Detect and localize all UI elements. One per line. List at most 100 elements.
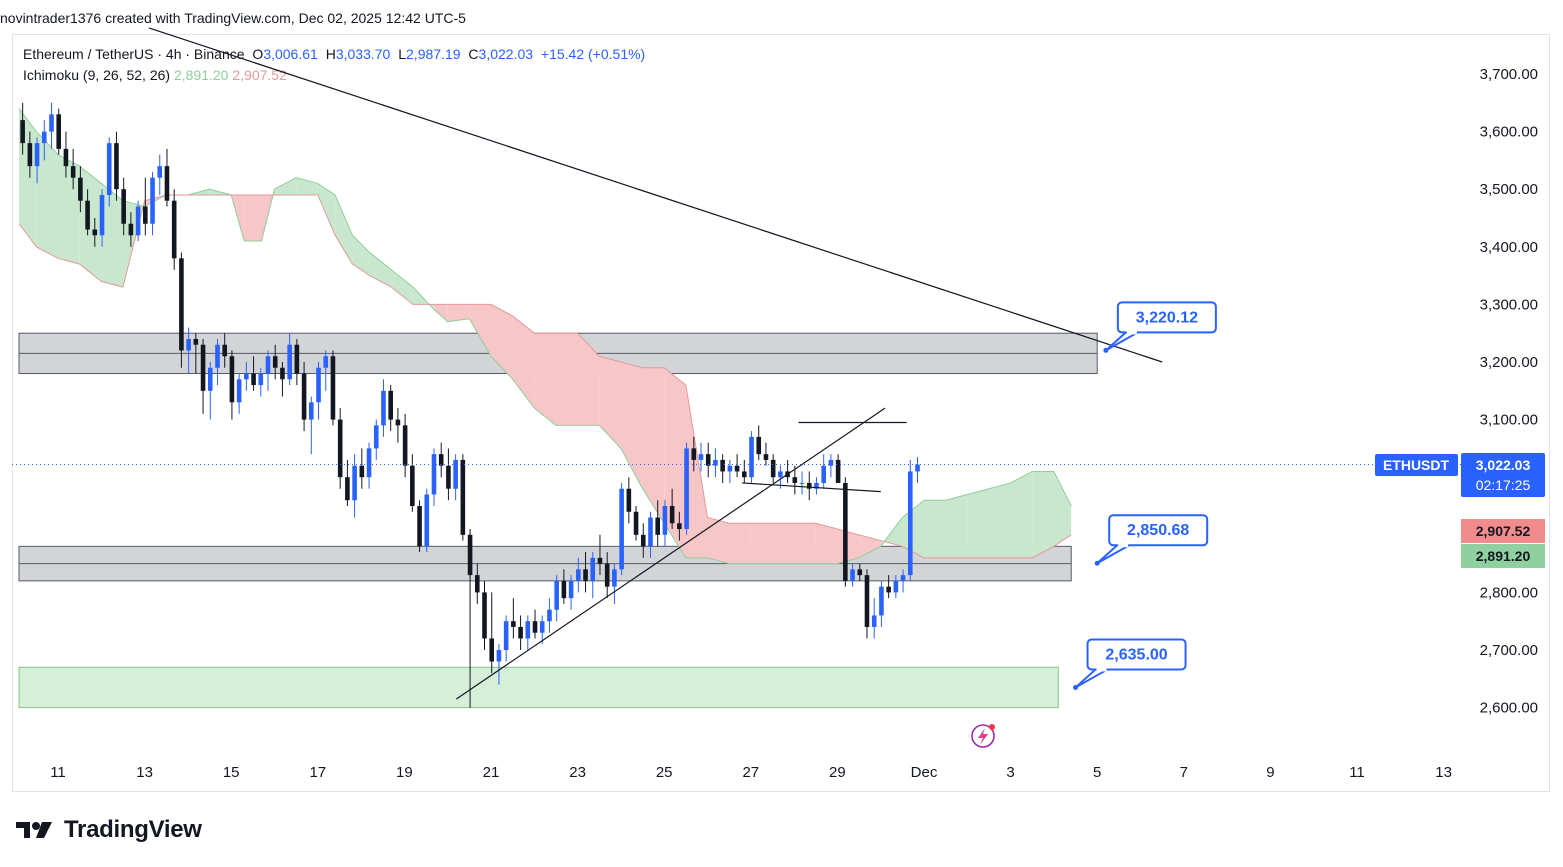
callout-anchor	[1073, 684, 1079, 690]
bear-candle	[402, 413, 408, 478]
bull-candle	[244, 362, 249, 391]
bull-candle	[424, 488, 430, 553]
bear-candle	[705, 442, 711, 478]
candle-body	[828, 459, 834, 466]
bear-candle	[835, 454, 841, 483]
symbol-legend[interactable]: Ethereum / TetherUS · 4h · Binance O3,00…	[23, 46, 645, 62]
author-name: novintrader1376	[0, 10, 102, 26]
cloud-bear-segment	[577, 333, 600, 426]
bear-candle	[763, 442, 769, 466]
candle-body	[135, 206, 141, 236]
bull-candle	[207, 362, 213, 420]
price-callout: 3,220.12	[1103, 301, 1217, 353]
cloud-bear-segment	[837, 529, 860, 564]
candle-body	[49, 114, 54, 132]
bear-candle	[20, 102, 25, 155]
snapshot-date: Dec 02, 2025 12:42 UTC-5	[298, 10, 466, 26]
bull-candle	[576, 557, 581, 593]
cloud-bear-segment	[534, 333, 556, 426]
cloud-bear-segment	[434, 304, 448, 322]
candle-body	[915, 464, 920, 472]
candle-body	[677, 523, 682, 530]
cloud-bull-segment	[988, 482, 1011, 558]
bear-candle	[640, 523, 646, 558]
x-tick-label: 11	[1349, 764, 1365, 781]
candle-body	[705, 454, 711, 466]
bear-candle	[280, 362, 285, 397]
x-tick-label: 27	[742, 764, 759, 781]
candle-body	[474, 575, 480, 593]
time-axis[interactable]: 11 13 15 17 19 21 23 25 27 29 Dec 3 5 7 9 11 13	[50, 764, 1452, 781]
bull-candle	[41, 120, 47, 161]
bear-candle	[143, 177, 148, 236]
candle-body	[576, 569, 581, 581]
cloud-bull-segment	[36, 131, 58, 259]
bear-candle	[114, 131, 119, 201]
bear-candle	[179, 252, 184, 368]
candle-body	[309, 402, 314, 420]
bull-candle	[850, 563, 855, 587]
bear-candle	[251, 356, 256, 391]
bear-candle	[792, 465, 798, 495]
candle-body	[749, 436, 754, 478]
indicator-title[interactable]: Ichimoku (9, 26, 52, 26)	[23, 67, 171, 83]
bull-candle	[871, 598, 877, 639]
bull-candle	[150, 171, 155, 236]
candle-body	[843, 482, 848, 581]
bear-candle	[489, 592, 495, 674]
x-tick-label: 11	[50, 764, 66, 781]
cloud-bear-segment	[555, 333, 578, 426]
range-bottom-line	[742, 482, 881, 493]
bull-candle	[539, 615, 545, 645]
candle-body	[114, 143, 119, 190]
bear-candle	[63, 131, 69, 178]
candle-body	[547, 609, 552, 622]
bull-candle	[799, 471, 805, 495]
x-tick-label: 19	[396, 764, 413, 781]
cloud-bull-segment	[967, 488, 989, 558]
bear-candle	[395, 408, 401, 443]
bull-candle	[554, 575, 559, 622]
price-axis[interactable]: 3,700.00 3,600.00 3,500.00 3,400.00 3,300.00…	[1480, 66, 1538, 717]
bull-candle	[648, 511, 653, 558]
y-tick-label: 2,700.00	[1480, 642, 1538, 659]
x-tick-label: 5	[1093, 764, 1101, 781]
brand-name: TradingView	[64, 816, 202, 843]
candle-body	[258, 373, 264, 386]
bear-candle	[92, 218, 98, 247]
bull-candle	[366, 442, 372, 489]
candle-body	[532, 621, 538, 633]
bull-candle	[547, 598, 552, 633]
bear-candle	[843, 477, 848, 587]
flash-icon[interactable]	[971, 724, 995, 748]
candle-body	[489, 638, 495, 662]
candle-body	[337, 419, 343, 478]
symbol-title[interactable]: Ethereum / TetherUS · 4h · Binance	[23, 46, 245, 62]
cloud-bear-segment	[815, 523, 838, 564]
indicator-legend[interactable]: Ichimoku (9, 26, 52, 26) 2,891.20 2,907.…	[23, 67, 287, 83]
price-tags: ETHUSDT 3,022.03 02:17:25 2,907.52 2,891…	[1375, 453, 1545, 568]
candle-body	[814, 482, 819, 489]
price-callout: 2,850.68	[1094, 514, 1209, 566]
bear-candle	[511, 598, 516, 639]
cloud-bull-segment	[902, 500, 924, 558]
candle-body	[345, 477, 350, 501]
cloud-bull-segment	[1032, 471, 1054, 558]
candle-body	[316, 367, 321, 403]
cloud-bear-segment	[685, 385, 708, 558]
bear-candle	[677, 511, 682, 541]
bear-candle	[222, 333, 228, 368]
x-tick-label: 7	[1180, 764, 1188, 781]
bear-candle	[193, 333, 199, 374]
bull-candle	[590, 552, 596, 599]
bull-candle	[258, 367, 264, 397]
candle-body	[388, 390, 393, 420]
candle-body	[648, 517, 653, 547]
candle-body	[799, 482, 805, 484]
x-tick-label: 13	[136, 764, 153, 781]
candle-body	[366, 448, 372, 478]
candle-body	[568, 580, 574, 599]
span-a-tag-bg	[1461, 544, 1545, 568]
ascending-trendline	[456, 407, 886, 700]
